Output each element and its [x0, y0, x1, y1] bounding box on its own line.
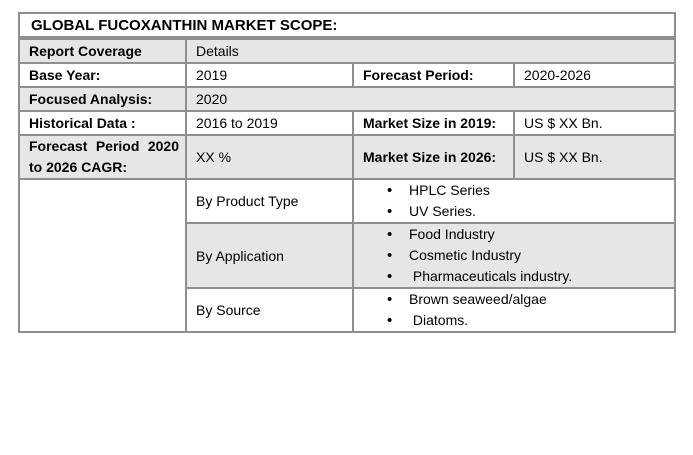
table-row-cagr: Forecast Period 2020 to 2026 CAGR: XX % …: [18, 134, 677, 180]
list-item: Cosmetic Industry: [387, 245, 668, 266]
cagr-label: Forecast Period 2020 to 2026 CAGR:: [18, 134, 187, 180]
report-coverage-label: Report Coverage: [18, 37, 187, 64]
table-row-historical-data: Historical Data : 2016 to 2019 Market Si…: [18, 110, 677, 136]
table-row-focused-analysis: Focused Analysis: 2020: [18, 86, 677, 112]
table-row-source: By Source Brown seaweed/algae Diatoms.: [19, 287, 677, 333]
table-row-application: By Application Food Industry Cosmetic In…: [19, 222, 677, 289]
cagr-value: XX %: [185, 134, 354, 180]
focused-analysis-label: Focused Analysis:: [18, 86, 187, 112]
list-item: Food Industry: [387, 225, 668, 245]
table-row-header: Report Coverage Details: [18, 37, 677, 64]
bullet-icon: [387, 225, 409, 245]
segment-product-type-label: By Product Type: [185, 178, 354, 224]
market-size-2026-label: Market Size in 2026:: [352, 134, 515, 180]
list-item: UV Series.: [387, 201, 668, 221]
list-item: Brown seaweed/algae: [387, 290, 668, 310]
market-scope-table: GLOBAL FUCOXANTHIN MARKET SCOPE: Report …: [17, 12, 677, 333]
base-year-value: 2019: [185, 62, 354, 88]
base-year-label: Base Year:: [18, 62, 187, 88]
segment-application-items: Food Industry Cosmetic Industry Pharmace…: [351, 222, 677, 289]
bullet-icon: [387, 266, 409, 286]
segment-source-items: Brown seaweed/algae Diatoms.: [351, 287, 677, 333]
table-row-base-year: Base Year: 2019 Forecast Period: 2020-20…: [18, 62, 677, 88]
bullet-icon: [387, 245, 409, 266]
report-coverage-value: Details: [184, 37, 677, 64]
table-title: GLOBAL FUCOXANTHIN MARKET SCOPE:: [17, 12, 677, 40]
empty-cell: [18, 178, 187, 333]
segment-application-label: By Application: [185, 222, 354, 289]
segment-source-label: By Source: [185, 287, 354, 333]
list-item: Pharmaceuticals industry.: [387, 266, 668, 286]
focused-analysis-value: 2020: [184, 86, 677, 112]
bullet-icon: [387, 290, 409, 310]
list-item: HPLC Series: [387, 181, 668, 201]
market-size-2026-value: US $ XX Bn.: [512, 134, 677, 180]
bullet-list: Food Industry Cosmetic Industry Pharmace…: [363, 225, 668, 286]
market-size-2019-value: US $ XX Bn.: [512, 110, 677, 136]
list-item: Diatoms.: [387, 310, 668, 330]
bullet-icon: [387, 201, 409, 221]
bullet-list: HPLC Series UV Series.: [363, 181, 668, 221]
table-row-product-type: By Product Type HPLC Series UV Series.: [18, 178, 677, 333]
market-size-2019-label: Market Size in 2019:: [352, 110, 515, 136]
historical-data-label: Historical Data :: [18, 110, 187, 136]
bullet-icon: [387, 310, 409, 330]
forecast-period-value: 2020-2026: [512, 62, 677, 88]
segment-product-type-items: HPLC Series UV Series.: [351, 178, 677, 224]
forecast-period-label: Forecast Period:: [352, 62, 515, 88]
bullet-icon: [387, 181, 409, 201]
table-row-title: GLOBAL FUCOXANTHIN MARKET SCOPE:: [17, 12, 677, 40]
bullet-list: Brown seaweed/algae Diatoms.: [363, 290, 668, 330]
historical-data-value: 2016 to 2019: [185, 110, 354, 136]
